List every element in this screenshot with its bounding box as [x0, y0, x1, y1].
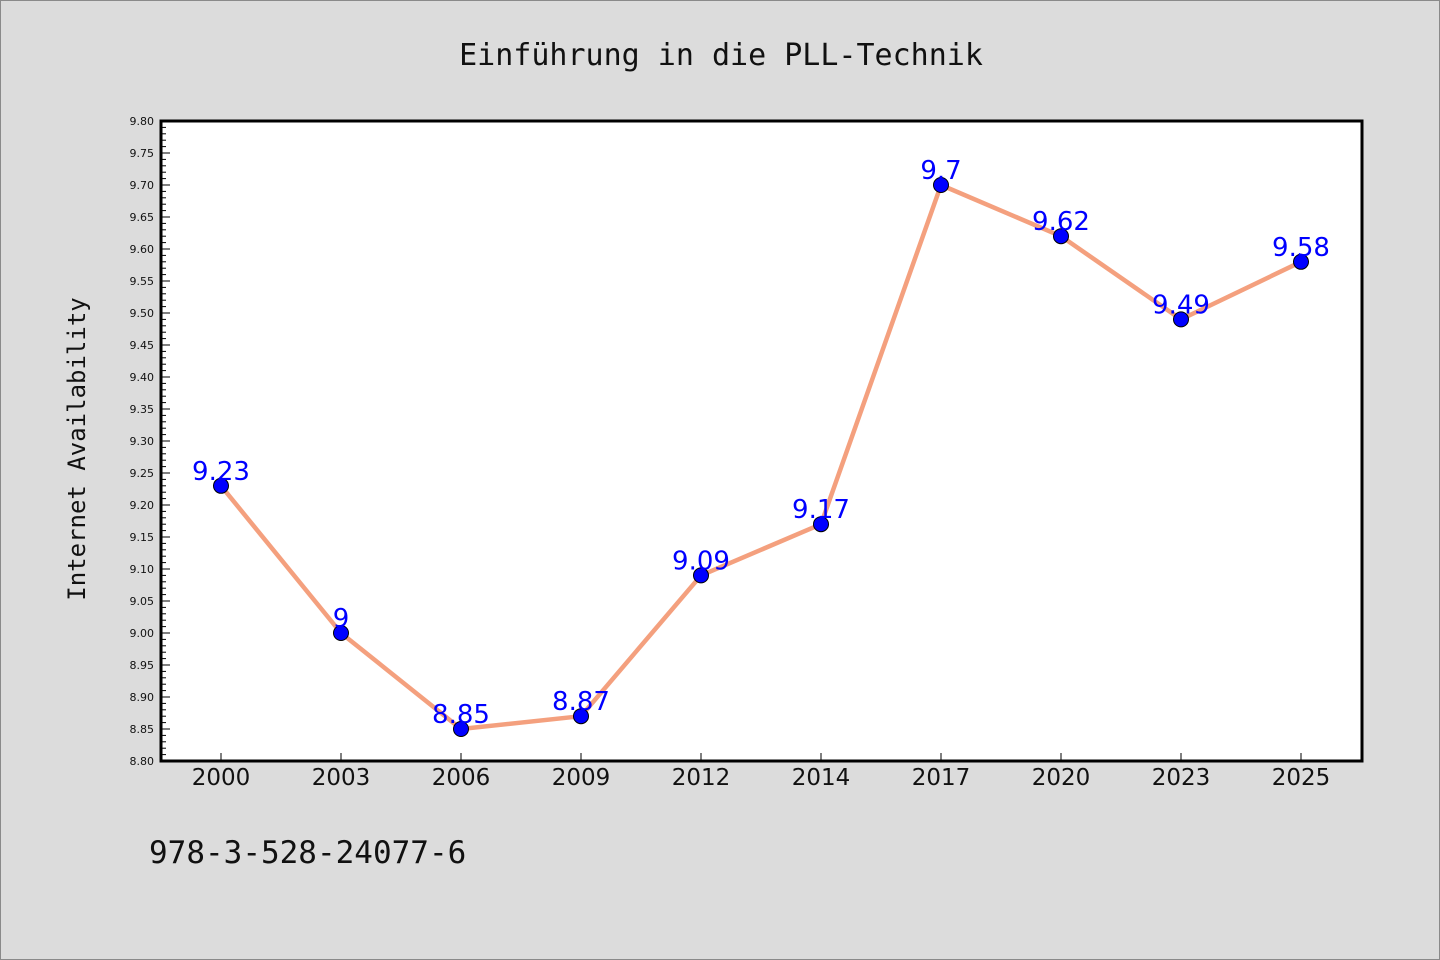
- data-point: [213, 477, 229, 494]
- y-tick-label: 9.50: [130, 307, 155, 320]
- data-point: [1293, 253, 1309, 270]
- y-tick-label: 9.55: [130, 275, 155, 288]
- data-point: [333, 625, 349, 641]
- x-axis-ticks: 2000 2003 2006 2009 2012 2014 2017 2020 2023 2025: [192, 753, 1331, 791]
- data-point: [933, 177, 949, 193]
- data-label: 9: [333, 604, 350, 634]
- y-tick-label: 9.25: [130, 467, 155, 480]
- data-label: 9.7: [920, 156, 961, 186]
- data-label: 9.09: [672, 546, 730, 576]
- data-label: 9.23: [192, 457, 250, 487]
- data-point: [573, 708, 589, 725]
- y-tick-label: 9.70: [130, 179, 155, 192]
- data-labels: 9.23 9 8.85 8.87 9.09 9.17 9.7 9.62 9.49 9.58: [192, 156, 1330, 730]
- data-point: [813, 516, 829, 533]
- data-point: [453, 721, 469, 737]
- data-point: [693, 567, 709, 584]
- isbn-footnote: 978-3-528-24077-6: [149, 835, 467, 871]
- x-tick-label: 2012: [672, 765, 731, 791]
- y-axis-label: Internet Availability: [63, 297, 91, 600]
- chart-title: Einführung in die PLL-Technik: [459, 38, 983, 73]
- plot-area: [161, 121, 1362, 761]
- y-tick-label: 8.95: [130, 659, 155, 672]
- x-tick-label: 2003: [312, 765, 371, 791]
- y-tick-label: 9.10: [130, 563, 155, 576]
- y-tick-label: 8.80: [130, 755, 155, 768]
- y-tick-label: 9.00: [130, 627, 155, 640]
- y-tick-label: 8.90: [130, 691, 155, 704]
- y-tick-label: 9.45: [130, 339, 155, 352]
- plot-frame: [159, 119, 1364, 763]
- series-points: [213, 177, 1309, 737]
- y-tick-label: 9.60: [130, 243, 155, 256]
- data-label: 9.49: [1152, 290, 1210, 320]
- series-line: [218, 182, 1304, 732]
- data-label: 9.58: [1272, 233, 1330, 263]
- x-tick-label: 2020: [1032, 765, 1091, 791]
- y-tick-label: 9.05: [130, 595, 155, 608]
- data-label: 8.85: [432, 700, 490, 730]
- y-tick-label: 9.20: [130, 499, 155, 512]
- x-tick-label: 2000: [192, 765, 251, 791]
- x-tick-label: 2014: [792, 765, 851, 791]
- x-tick-label: 2017: [912, 765, 971, 791]
- x-tick-label: 2023: [1152, 765, 1211, 791]
- x-tick-label: 2025: [1272, 765, 1331, 791]
- data-label: 9.62: [1032, 207, 1090, 237]
- data-point: [1173, 311, 1189, 328]
- data-label: 8.87: [552, 687, 610, 717]
- data-point: [1053, 228, 1069, 245]
- y-tick-label: 8.85: [130, 723, 155, 736]
- y-tick-label: 9.80: [130, 115, 155, 128]
- y-tick-label: 9.75: [130, 147, 155, 160]
- data-label: 9.17: [792, 495, 850, 525]
- series-lines: [218, 182, 1304, 732]
- y-tick-label: 9.15: [130, 531, 155, 544]
- x-tick-label: 2009: [552, 765, 611, 791]
- x-tick-label: 2006: [432, 765, 491, 791]
- y-tick-label: 9.35: [130, 403, 155, 416]
- y-tick-label: 9.40: [130, 371, 155, 384]
- y-tick-label: 9.30: [130, 435, 155, 448]
- y-tick-label: 9.65: [130, 211, 155, 224]
